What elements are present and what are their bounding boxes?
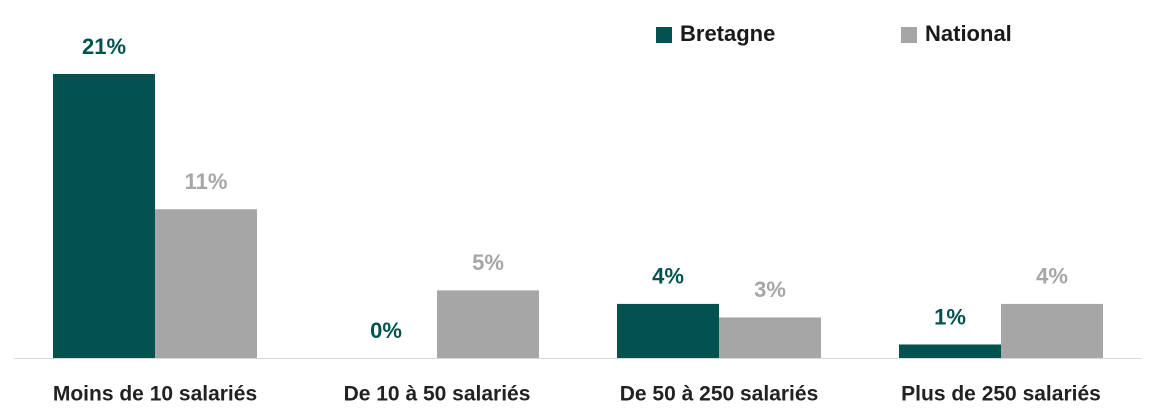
bar: [719, 317, 821, 358]
value-label: 5%: [472, 250, 504, 275]
legend-label: National: [925, 21, 1012, 46]
bar: [1001, 303, 1103, 358]
x-tick-label: De 10 à 50 salariés: [344, 383, 531, 406]
value-label: 11%: [185, 169, 228, 194]
legend-label: Bretagne: [680, 21, 775, 46]
bar: [617, 303, 719, 358]
value-label: 4%: [652, 264, 684, 289]
value-label: 4%: [1036, 264, 1068, 289]
bar: [155, 209, 257, 358]
value-label: 0%: [370, 318, 402, 343]
value-label: 1%: [934, 304, 966, 329]
bar: [437, 290, 539, 358]
bar: [899, 344, 1001, 358]
x-tick-label: Moins de 10 salariés: [53, 383, 257, 406]
value-label: 21%: [82, 34, 126, 59]
x-tick-label: Plus de 250 salariés: [901, 383, 1101, 406]
x-tick-label: De 50 à 250 salariés: [620, 383, 819, 406]
legend-swatch: [656, 27, 672, 43]
value-label: 3%: [754, 277, 786, 302]
bar: [53, 74, 155, 358]
legend-swatch: [901, 27, 917, 43]
